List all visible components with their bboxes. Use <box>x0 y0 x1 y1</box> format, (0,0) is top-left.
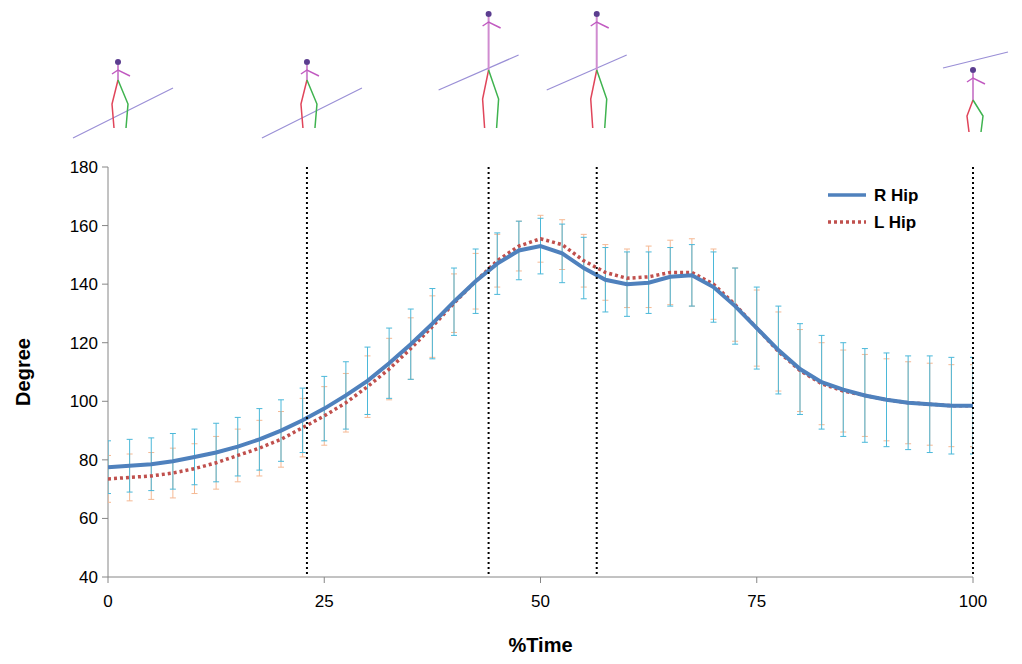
y-tick-label: 80 <box>79 451 98 470</box>
y-tick-label: 160 <box>70 217 98 236</box>
y-tick <box>102 225 108 226</box>
stick-figure <box>943 52 1008 132</box>
legend-label: R Hip <box>874 186 918 205</box>
x-tick <box>324 577 325 583</box>
phase-line <box>596 167 598 577</box>
series-line <box>108 239 973 479</box>
x-tick-label: 50 <box>531 592 550 611</box>
x-tick-label: 100 <box>959 592 987 611</box>
x-tick-label: 0 <box>103 592 112 611</box>
stick-figure <box>547 11 627 128</box>
phase-line <box>972 167 974 577</box>
error-bars <box>108 218 973 493</box>
legend: R Hip L Hip <box>828 186 918 232</box>
y-tick-label: 120 <box>70 334 98 353</box>
y-tick <box>102 167 108 168</box>
y-tick <box>102 401 108 402</box>
stick-figure <box>73 59 173 138</box>
chart: 40 60 80 100 120 140 160 180 0 25 50 75 100 %Time Degr… <box>0 0 1022 664</box>
x-tick <box>756 577 757 583</box>
x-axis-title: %Time <box>508 634 572 656</box>
plot-area <box>108 215 973 502</box>
x-tick <box>108 577 109 583</box>
phase-line <box>306 167 308 577</box>
error-bars <box>108 215 973 502</box>
y-axis-title: Degree <box>12 338 34 406</box>
y-tick-label: 60 <box>79 509 98 528</box>
x-tick <box>973 577 974 583</box>
legend-label: L Hip <box>874 213 916 232</box>
y-tick <box>102 518 108 519</box>
y-tick <box>102 577 108 578</box>
legend-swatch <box>828 220 866 224</box>
y-axis <box>108 167 109 577</box>
x-tick-label: 75 <box>747 592 766 611</box>
y-tick-label: 40 <box>79 568 98 587</box>
stick-figure <box>262 59 362 138</box>
phase-line <box>488 167 490 577</box>
x-tick-label: 25 <box>315 592 334 611</box>
y-tick-label: 180 <box>70 158 98 177</box>
y-tick <box>102 284 108 285</box>
series-line <box>108 246 973 467</box>
y-tick-label: 100 <box>70 392 98 411</box>
y-tick <box>102 459 108 460</box>
y-tick-label: 140 <box>70 275 98 294</box>
stick-figure <box>439 11 519 128</box>
x-tick <box>540 577 541 583</box>
legend-swatch <box>828 193 866 197</box>
y-tick <box>102 342 108 343</box>
